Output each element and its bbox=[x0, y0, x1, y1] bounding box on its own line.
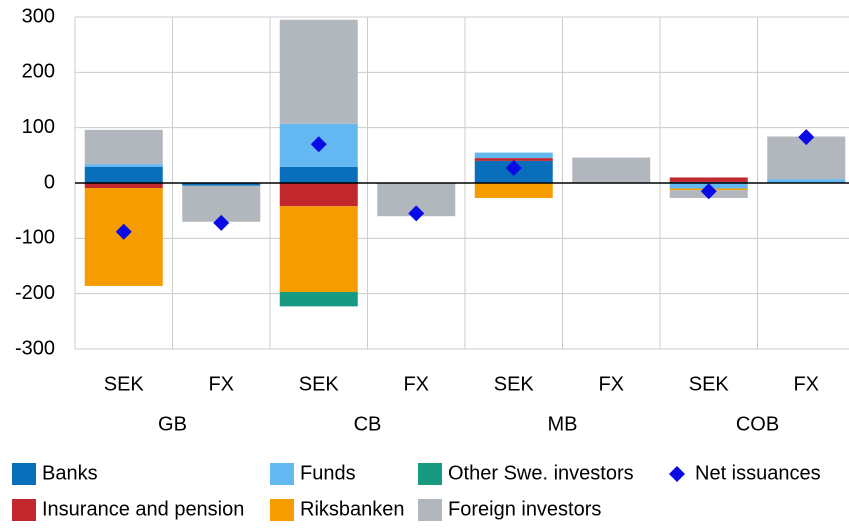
bar-segment bbox=[279, 292, 358, 307]
bar-segment bbox=[767, 179, 846, 183]
legend-swatch bbox=[418, 499, 442, 521]
bar-segment bbox=[474, 183, 553, 198]
y-tick-label: 300 bbox=[22, 5, 55, 27]
x-tick-label: SEK bbox=[299, 373, 340, 395]
net-issuance-marker bbox=[408, 205, 425, 222]
net-issuance-marker bbox=[700, 183, 717, 200]
bar-segment bbox=[669, 177, 748, 182]
bar-segment bbox=[84, 183, 163, 188]
bar-segment bbox=[474, 158, 553, 161]
bar-segment bbox=[84, 129, 163, 165]
y-tick-label: 100 bbox=[22, 116, 55, 138]
bar-segment bbox=[474, 152, 553, 159]
y-tick-label: 200 bbox=[22, 61, 55, 83]
bar-segment bbox=[84, 164, 163, 167]
legend-label: Net issuances bbox=[695, 462, 821, 484]
legend-swatch bbox=[12, 499, 36, 521]
x-tick-label: SEK bbox=[494, 373, 535, 395]
x-tick-label: SEK bbox=[689, 373, 730, 395]
legend-label: Riksbanken bbox=[300, 498, 405, 520]
bar-segment bbox=[84, 166, 163, 183]
legend-swatch bbox=[270, 463, 294, 485]
bar-segment bbox=[279, 183, 358, 207]
bar-segment bbox=[572, 157, 651, 183]
x-tick-label: FX bbox=[793, 373, 819, 395]
net-issuance-marker bbox=[213, 214, 230, 231]
legend-label: Other Swe. investors bbox=[448, 462, 634, 484]
bar-segment bbox=[182, 183, 261, 186]
bar-segment bbox=[279, 19, 358, 124]
group-label: COB bbox=[736, 413, 779, 435]
legend-swatch bbox=[12, 463, 36, 485]
legend-swatch bbox=[270, 499, 294, 521]
legend-label: Funds bbox=[300, 462, 356, 484]
legend-label: Banks bbox=[42, 462, 98, 484]
net-issuance-marker bbox=[115, 223, 132, 240]
bar-segment bbox=[279, 166, 358, 183]
x-tick-label: FX bbox=[598, 373, 624, 395]
group-label: GB bbox=[158, 413, 187, 435]
bar-segment bbox=[279, 206, 358, 293]
x-tick-label: SEK bbox=[104, 373, 145, 395]
legend-swatch bbox=[418, 463, 442, 485]
legend-marker bbox=[669, 466, 685, 482]
legend-label: Foreign investors bbox=[448, 498, 601, 520]
group-label: MB bbox=[548, 413, 578, 435]
y-tick-label: 0 bbox=[44, 171, 55, 193]
group-label: CB bbox=[354, 413, 382, 435]
x-tick-label: FX bbox=[403, 373, 429, 395]
net-issuance-marker bbox=[310, 136, 327, 153]
y-tick-label: -300 bbox=[15, 337, 55, 359]
legend-label: Insurance and pension bbox=[42, 498, 244, 520]
x-tick-label: FX bbox=[208, 373, 234, 395]
y-tick-label: -200 bbox=[15, 282, 55, 304]
net-issuance-marker bbox=[505, 160, 522, 177]
net-issuance-marker bbox=[798, 129, 815, 146]
y-tick-label: -100 bbox=[15, 227, 55, 249]
